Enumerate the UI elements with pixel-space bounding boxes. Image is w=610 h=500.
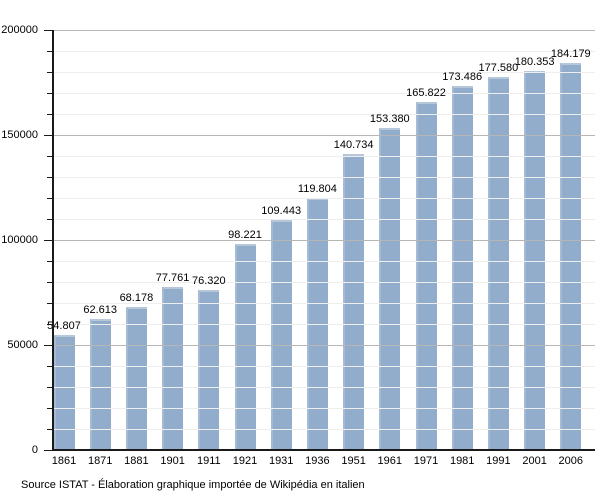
bar-value-label: 140.734 — [333, 139, 374, 152]
bar — [53, 334, 75, 450]
source-caption: Source ISTAT - Élaboration graphique imp… — [21, 479, 365, 491]
bar-value-label: 180.353 — [514, 56, 555, 69]
bar — [198, 289, 220, 450]
y-axis-tick — [47, 219, 52, 220]
x-axis-label: 2006 — [558, 455, 584, 467]
bar — [162, 286, 184, 450]
bar-value-label: 54.807 — [47, 319, 81, 332]
gridline-minor — [52, 156, 595, 157]
x-axis-label: 1936 — [305, 455, 330, 467]
y-axis-label: 150000 — [1, 129, 38, 141]
gridline-minor — [52, 93, 595, 94]
y-axis-tick — [44, 450, 52, 451]
gridline-minor — [52, 51, 595, 52]
x-axis-line — [52, 449, 595, 451]
bar — [415, 101, 437, 450]
x-axis-label: 1961 — [377, 455, 403, 467]
x-axis-label: 1921 — [232, 455, 258, 467]
gridline-minor — [52, 408, 595, 409]
bar-value-label: 77.761 — [155, 271, 190, 284]
y-axis-label: 100000 — [1, 234, 38, 246]
x-axis-label: 2001 — [522, 455, 547, 467]
bar-value-label: 76.320 — [191, 274, 226, 287]
bar-value-label: 173.486 — [442, 70, 483, 83]
bar — [270, 220, 292, 450]
bar — [125, 306, 147, 450]
gridline-minor — [52, 324, 595, 325]
x-axis-label: 1861 — [51, 455, 77, 467]
y-axis-tick — [47, 114, 52, 115]
gridline-minor — [52, 219, 595, 220]
y-axis-tick — [47, 93, 52, 94]
y-axis-tick — [47, 51, 52, 52]
gridline-minor — [52, 387, 595, 388]
gridline-major — [52, 240, 595, 241]
y-axis-tick — [47, 408, 52, 409]
bar-value-label: 119.804 — [297, 183, 337, 196]
y-axis-tick — [44, 345, 52, 346]
bar-value-label: 184.179 — [550, 48, 591, 61]
bar-value-label: 68.178 — [119, 291, 154, 304]
bar-value-label: 109.443 — [261, 205, 302, 218]
x-axis-label: 1881 — [124, 455, 149, 467]
y-axis-tick — [47, 198, 52, 199]
x-axis-label: 1971 — [413, 455, 439, 467]
y-axis-tick — [47, 282, 52, 283]
gridline-minor — [52, 198, 595, 199]
x-axis-label: 1951 — [341, 455, 366, 467]
gridline-minor — [52, 282, 595, 283]
y-axis-tick — [44, 30, 52, 31]
x-axis-label: 1991 — [486, 455, 511, 467]
bar-value-label: 62.613 — [83, 303, 118, 316]
y-axis-tick — [47, 429, 52, 430]
y-axis-tick — [47, 366, 52, 367]
y-axis-tick — [47, 177, 52, 178]
bar — [89, 318, 111, 450]
x-axis-label: 1871 — [87, 455, 113, 467]
x-axis-label: 1931 — [268, 455, 294, 467]
x-axis-label: 1981 — [449, 455, 475, 467]
gridline-minor — [52, 303, 595, 304]
gridline-minor — [52, 177, 595, 178]
bar-value-label: 153.380 — [369, 112, 410, 125]
bar-value-label: 98.221 — [228, 228, 262, 241]
gridline-minor — [52, 72, 595, 73]
y-axis-tick — [44, 135, 52, 136]
bar — [560, 63, 582, 450]
gridline-major — [52, 345, 595, 346]
bar-value-label: 165.822 — [406, 86, 446, 99]
y-axis-label: 50000 — [7, 339, 38, 351]
gridline-major — [52, 135, 595, 136]
y-axis-tick — [47, 261, 52, 262]
bar — [487, 77, 509, 450]
y-axis-tick — [47, 324, 52, 325]
y-axis-line — [52, 30, 54, 451]
y-axis-tick — [44, 240, 52, 241]
bar — [234, 243, 256, 450]
gridline-major — [52, 30, 595, 31]
gridline-minor — [52, 114, 595, 115]
bar — [451, 85, 473, 450]
y-axis-tick — [47, 156, 52, 157]
x-axis-label: 1901 — [160, 455, 185, 467]
gridline-minor — [52, 261, 595, 262]
x-axis-label: 1911 — [196, 455, 221, 467]
y-axis-label: 0 — [31, 444, 38, 456]
bar-value-label: 177.580 — [478, 62, 519, 75]
gridline-minor — [52, 366, 595, 367]
gridline-minor — [52, 429, 595, 430]
bar — [343, 154, 365, 450]
y-axis-tick — [47, 72, 52, 73]
y-axis-tick — [47, 303, 52, 304]
bar — [379, 127, 401, 450]
y-axis-tick — [47, 387, 52, 388]
y-axis-label: 200000 — [1, 24, 38, 36]
